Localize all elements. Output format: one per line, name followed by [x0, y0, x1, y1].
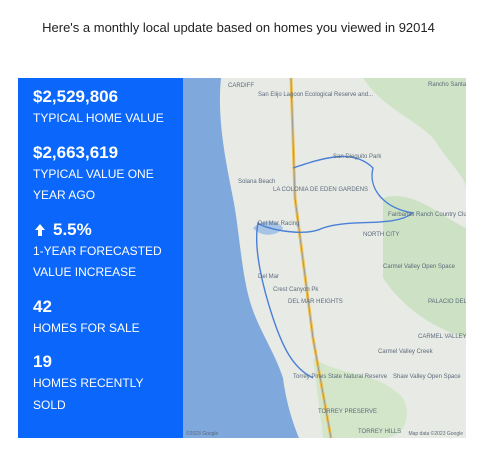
stat-label: HOMES RECENTLY SOLD — [33, 376, 144, 412]
map-label: Fairbanks Ranch Country Club — [388, 212, 466, 218]
stat-label: 1-YEAR FORECASTED VALUE INCREASE — [33, 243, 162, 280]
stat-value: $2,529,806 — [33, 87, 119, 106]
map-label: Del Mar Racing — [258, 221, 299, 227]
rail — [290, 78, 332, 438]
stat: 5.5% 1-YEAR FORECASTED VALUE INCREASE — [33, 219, 183, 284]
stat-label: TYPICAL VALUE ONE YEAR AGO — [33, 166, 154, 203]
map-attribution: ©2023 Google — [186, 430, 219, 437]
map-data-credit: Map data ©2023 Google — [408, 430, 463, 437]
park — [363, 78, 466, 188]
park — [313, 358, 407, 438]
stat-value: 42 — [33, 296, 52, 316]
map-label: LA COLONIA DE EDEN GARDENS — [273, 187, 368, 193]
stat: $2,529,806 TYPICAL HOME VALUE — [33, 86, 183, 130]
arrow-shape — [35, 223, 45, 236]
map-label: Crest Canyon Pk — [273, 287, 319, 293]
up-arrow-icon — [35, 223, 45, 236]
map-label: Carmel Valley Creek — [378, 349, 434, 355]
stats-panel: $2,529,806 TYPICAL HOME VALUE $2,663,619 TY… — [18, 78, 183, 438]
map-label: Del Mar — [258, 274, 279, 280]
map-label: Torrey Pines State Natural Reserve — [293, 374, 388, 380]
map-label: San Dieguito Park — [333, 154, 382, 160]
map-label: San Elijo Lagoon Ecological Reserve and.… — [258, 92, 373, 98]
map-label: DEL MAR HEIGHTS — [288, 299, 343, 305]
map-labels: CARDIFF San Elijo Lagoon Ecological Reser… — [186, 82, 466, 437]
stat: 19 HOMES RECENTLY SOLD — [33, 351, 183, 416]
stat-label: HOMES FOR SALE — [33, 320, 140, 335]
stat-value: $2,663,619 — [33, 142, 119, 162]
map-label: CARMEL VALLEY — [418, 334, 466, 340]
stat-value-row: 5.5% — [33, 219, 183, 241]
map-label: TORREY HILLS — [358, 429, 401, 435]
map-label: PALACIO DEL MAR — [428, 299, 466, 305]
park — [383, 195, 466, 338]
map-label: Shaw Valley Open Space — [393, 374, 461, 380]
zip-boundary — [255, 155, 415, 379]
stat: $2,663,619 TYPICAL VALUE ONE YEAR AGO — [33, 142, 183, 207]
ocean — [183, 78, 299, 438]
map-label: Rancho Santa Fe — [428, 82, 466, 88]
stat-value-row: $2,663,619 — [33, 142, 183, 164]
stat-value-row: 42 — [33, 296, 183, 318]
stat-label: TYPICAL HOME VALUE — [33, 111, 164, 125]
map-label: TORREY PRESERVE — [318, 409, 377, 415]
map-label: CARDIFF — [228, 83, 254, 89]
stat-value: 19 — [33, 352, 52, 371]
map: CARDIFF San Elijo Lagoon Ecological Reser… — [183, 78, 466, 438]
map-label: NORTH CITY — [363, 232, 400, 238]
header-text: Here's a monthly local update based on h… — [42, 20, 435, 35]
map-label: Carmel Valley Open Space — [383, 264, 456, 270]
stat-value-row: 19 — [33, 351, 183, 373]
stat-value-row: $2,529,806 — [33, 86, 183, 108]
map-label: Solana Beach — [238, 179, 275, 185]
stat-value: 5.5% — [53, 219, 92, 239]
stat: 42 HOMES FOR SALE — [33, 296, 183, 340]
